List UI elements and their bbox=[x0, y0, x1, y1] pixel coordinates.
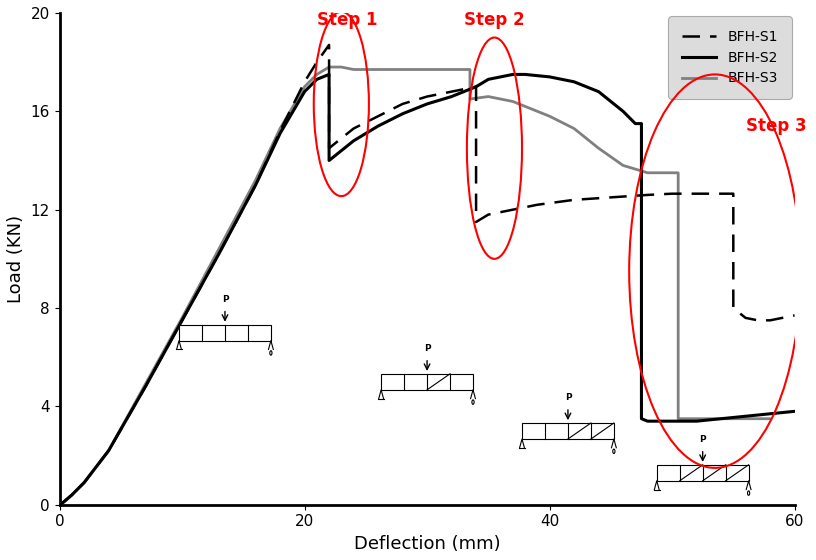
Text: P: P bbox=[424, 344, 430, 353]
Text: P: P bbox=[222, 295, 228, 304]
Text: Step 1: Step 1 bbox=[317, 11, 378, 29]
Y-axis label: Load (KN): Load (KN) bbox=[7, 215, 25, 303]
Bar bbox=[522, 423, 614, 439]
Bar bbox=[381, 374, 473, 390]
Legend: BFH-S1, BFH-S2, BFH-S3: BFH-S1, BFH-S2, BFH-S3 bbox=[672, 20, 787, 95]
Bar bbox=[179, 325, 271, 340]
Text: P: P bbox=[699, 435, 706, 444]
Text: Step 2: Step 2 bbox=[464, 11, 525, 29]
Text: Step 3: Step 3 bbox=[746, 117, 806, 135]
Bar bbox=[657, 465, 748, 481]
Text: P: P bbox=[565, 393, 571, 402]
X-axis label: Deflection (mm): Deflection (mm) bbox=[354, 535, 500, 553]
